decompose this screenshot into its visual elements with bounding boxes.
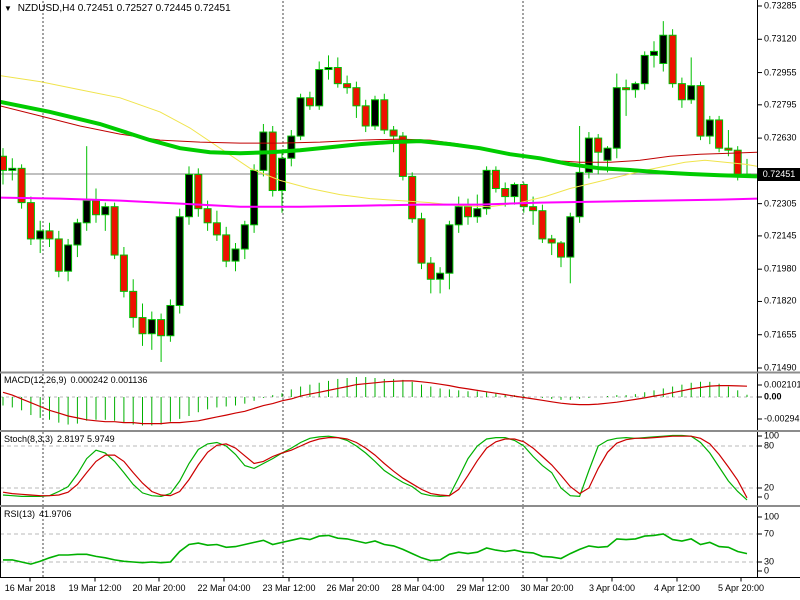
stoch-d-line — [2, 435, 748, 499]
stoch-values: 2.8197 5.9749 — [57, 434, 115, 444]
macd-name: MACD(12,26,9) — [4, 375, 67, 385]
moving-averages — [0, 75, 758, 208]
ma-thick-green — [0, 99, 758, 179]
panel-borders — [0, 0, 800, 578]
macd-histogram — [2, 377, 748, 426]
symbol-marker-icon: ▼ — [4, 4, 12, 13]
macd-signal-line — [2, 380, 748, 425]
symbol-period: NZDUSD,H4 — [17, 3, 75, 14]
current-price-tag: 0.72451 — [758, 168, 800, 181]
chart-title: ▼ NZDUSD,H4 0.72451 0.72527 0.72445 0.72… — [4, 3, 231, 14]
ma-magenta — [0, 196, 758, 208]
candlesticks — [0, 21, 751, 362]
stoch-level-lines — [0, 445, 757, 489]
macd-panel-label: MACD(12,26,9) 0.000242 0.001136 — [4, 375, 151, 385]
rsi-values: 41.9706 — [39, 509, 72, 519]
macd-values: 0.000242 0.001136 — [70, 375, 148, 385]
rsi-name: RSI(13) — [4, 509, 36, 519]
vertical-gridlines — [42, 1, 524, 577]
stoch-k-line — [2, 434, 748, 501]
stoch-name: Stoch(8,3,3) — [4, 434, 54, 444]
rsi-line — [3, 533, 748, 565]
rsi-panel-label: RSI(13) 41.9706 — [4, 509, 76, 519]
ohlc-readout: 0.72451 0.72527 0.72445 0.72451 — [77, 3, 231, 14]
stoch-panel-label: Stoch(8,3,3) 2.8197 5.9749 — [4, 434, 119, 444]
axis-tick-marks — [29, 5, 762, 582]
rsi-level-lines — [0, 533, 757, 563]
